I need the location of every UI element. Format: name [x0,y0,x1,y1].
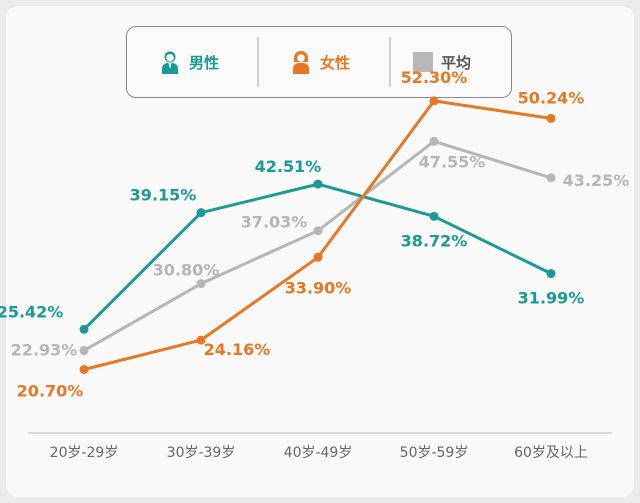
data-label-avg: 47.55% [419,152,486,171]
x-tick-label: 30岁-39岁 [167,445,236,461]
legend-item-avg[interactable]: 平均 [413,27,471,97]
data-label-male: 38.72% [401,231,468,250]
legend-divider [389,37,391,87]
data-point-female [313,252,323,262]
series-line-female [83,99,552,371]
x-tick-label: 40岁-49岁 [284,445,353,461]
gray-square-icon [413,52,433,72]
data-label-avg: 22.93% [11,341,78,360]
data-point-male [313,179,323,189]
data-point-male [196,208,206,218]
data-point-avg [79,346,89,356]
data-point-female [196,335,206,345]
data-point-avg [429,136,439,146]
male-person-icon [162,51,178,74]
data-label-male: 25.42% [0,302,63,321]
data-point-male [79,324,89,334]
female-person-icon [293,51,309,74]
data-label-female: 20.70% [17,382,84,401]
x-tick-label: 60岁及以上 [514,445,588,461]
data-label-avg: 43.25% [563,171,630,190]
legend-label-avg: 平均 [441,53,472,72]
data-point-male [546,269,556,279]
data-point-female [429,96,439,106]
legend: 男性 女性 平均 [126,26,512,98]
data-label-avg: 37.03% [241,213,308,232]
data-point-female [546,113,556,123]
legend-item-female[interactable]: 女性 [290,27,350,97]
data-label-avg: 30.80% [153,261,220,280]
data-label-male: 42.51% [255,157,322,176]
legend-label-male: 男性 [189,53,220,72]
x-tick-label: 20岁-29岁 [50,445,119,461]
data-point-avg [546,173,556,183]
legend-item-male[interactable]: 男性 [159,27,219,97]
data-label-female: 50.24% [518,88,585,107]
data-label-male: 31.99% [518,289,585,308]
data-label-female: 52.30% [401,68,468,87]
data-point-female [79,365,89,374]
legend-label-female: 女性 [320,53,351,72]
x-tick-label: 50岁-59岁 [400,445,469,461]
data-label-male: 39.15% [130,186,197,205]
data-label-female: 24.16% [204,340,271,359]
legend-divider [257,37,259,87]
data-point-male [429,211,439,221]
data-point-avg [196,279,206,289]
data-point-avg [313,226,323,236]
data-label-female: 33.90% [285,278,352,297]
